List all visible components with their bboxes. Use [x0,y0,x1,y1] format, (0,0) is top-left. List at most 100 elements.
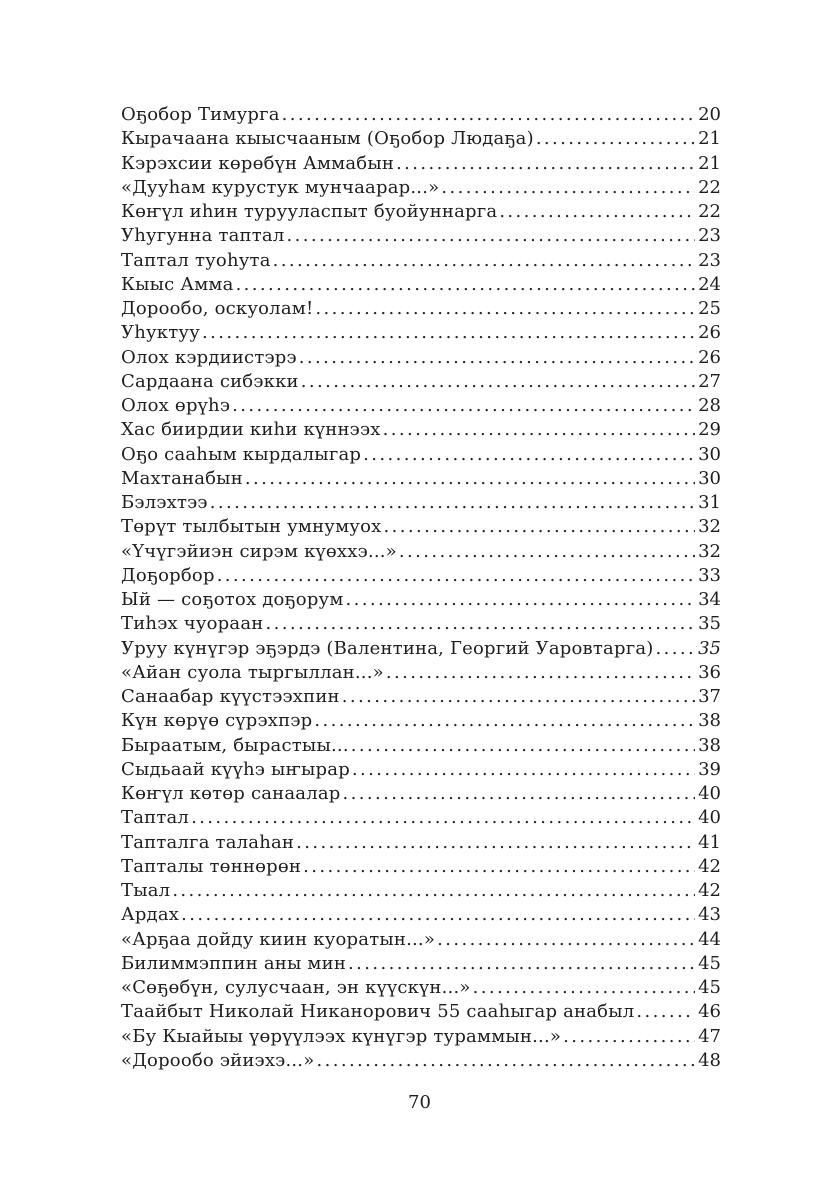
toc-entry: Көҥүл иһин турууласпыт буойуннарга 22 [121,200,721,224]
toc-entry-title: «Айан суола тыргыллан...» [121,661,384,683]
dot-leader [383,515,695,539]
dot-leader [441,176,695,200]
dot-leader [563,1025,695,1049]
page-number-footer: 70 [408,1092,431,1113]
toc-entry-title: Дорообо, оскуолам! [121,298,314,319]
toc-entry-title: Көҥүл иһин турууласпыт буойуннарга [121,201,498,222]
toc-entry-page: 47 [698,1025,721,1047]
dot-leader [396,152,695,176]
toc-entry: Санаабар күүстээхпин 37 [121,685,721,709]
toc-entry-title: Тиһэх чуораан [121,613,264,635]
toc-entry: Күн көрүө сүрэхпэр 38 [121,709,721,733]
dot-leader [245,467,695,491]
toc-entry-page: 21 [698,128,721,150]
toc-entry: Кыыс Амма 24 [121,273,721,297]
toc-entry-title: Уруу күнүгэр эҕэрдэ (Валентина, Георгий … [121,637,654,659]
toc-entry-title: Оҕобор Тимурга [121,104,280,125]
toc-entry: Көҥүл көтөр санаалар 40 [121,782,721,806]
dot-leader [273,249,695,273]
toc-entry-page: 23 [698,225,721,247]
toc-entry-title: Төрүт тылбытын умнумуох [121,516,382,538]
toc-entry-title: «Дорообо эйиэхэ...» [121,1049,315,1071]
toc-entry: Билиммэппин аны мин 45 [121,952,721,976]
toc-entry: Бэлэхтээ 31 [121,491,721,515]
dot-leader [342,685,695,709]
dot-leader [348,952,695,976]
toc-entry: Быраатым, бырастыы... 38 [121,734,721,758]
dot-leader [363,443,695,467]
toc-entry: Кэрэхсии көрөбүн Аммабын 21 [121,152,721,176]
toc-entry: «Дорообо эйиэхэ...» 48 [121,1049,721,1073]
toc-entry: «Сөҕөбүн, сулусчаан, эн күүскүн...» 45 [121,976,721,1000]
dot-leader [172,879,695,903]
dot-leader [473,976,695,1000]
toc-entry-page: 33 [698,564,721,586]
toc-entry-title: Хас биирдии киһи күннээх [121,419,381,441]
dot-leader [346,588,696,612]
dot-leader [282,103,695,127]
toc-entry-title: Оҕо сааһым кырдалыгар [121,443,362,465]
toc-entry: Махтанабын 30 [121,467,721,491]
toc-entry-page: 37 [698,686,721,707]
toc-entry-page: 23 [698,249,721,271]
dot-leader [314,709,695,733]
toc-entry: Тыал 42 [121,879,721,903]
dot-leader [351,734,695,758]
toc-entry-page: 24 [698,273,721,295]
toc-entry: Таптал туоһута 23 [121,249,721,273]
toc-entry-title: Сыдьаай күүһэ ыҥырар [121,758,350,780]
toc-entry-title: Таайбыт Николай Никанорович 55 сааһыгар … [121,1001,635,1023]
toc-entry-title: Кырачаана кыысчааным (Оҕобор Людаҕа) [121,128,534,150]
toc-entry: Таайбыт Николай Никанорович 55 сааһыгар … [121,1000,721,1024]
toc-entry-title: Махтанабын [121,467,243,489]
dot-leader [656,637,696,661]
dot-leader [236,273,696,297]
toc-entry-title: Санаабар күүстээхпин [121,686,340,707]
toc-entry-title: Сардаана сибэкки [121,370,299,392]
dot-leader [383,418,696,442]
dot-leader [316,1049,695,1073]
dot-leader [181,903,695,927]
toc-entry-page: 38 [698,734,721,756]
dot-leader [343,782,696,806]
toc-entry-title: «Арҕаа дойду киин куоратын...» [121,928,436,950]
toc-entry-page: 48 [698,1049,721,1071]
dot-leader [636,1000,695,1024]
dot-leader [286,224,695,248]
toc-entry: Дорообо, оскуолам! 25 [121,297,721,321]
toc-entry-page: 42 [698,855,721,877]
toc-entry-page: 46 [698,1001,721,1023]
dot-leader [301,370,695,394]
dot-leader [210,491,695,515]
toc-entry-title: Көҥүл көтөр санаалар [121,783,341,804]
toc-entry-title: Кэрэхсии көрөбүн Аммабын [121,152,395,174]
toc-entry-page: 43 [698,904,721,926]
toc-entry-page: 30 [698,467,721,489]
toc-entry-title: Олох өрүһэ [121,395,231,416]
toc-entry: Уһугунна таптал 23 [121,224,721,248]
toc-entry-title: «Сөҕөбүн, сулусчаан, эн күүскүн...» [121,977,471,998]
toc-entry: Сардаана сибэкки 27 [121,370,721,394]
toc-entry-title: Таптал туоһута [121,249,271,271]
toc-entry-title: Тапталга талаһан [121,831,295,853]
dot-leader [191,806,695,830]
toc-entry: Ардах 43 [121,903,721,927]
toc-entry-page: 29 [698,419,721,441]
dot-leader [265,612,695,636]
toc-entry-page: 32 [698,540,721,562]
toc-entry-page: 45 [698,952,721,974]
toc-entry: «Бу Кыайыы үөрүүлээх күнүгэр тураммын...… [121,1025,721,1049]
toc-entry-page: 22 [698,176,721,198]
toc-entry: «Үчүгэйиэн сирэм күөххэ...» 32 [121,540,721,564]
toc-entry: Олох өрүһэ 28 [121,394,721,418]
toc-entry-page: 22 [698,201,721,222]
toc-entry-page: 34 [698,589,721,610]
toc-entry-page: 36 [698,661,721,683]
toc-entry-title: Ардах [121,904,180,926]
toc-entry: «Арҕаа дойду киин куоратын...» 44 [121,928,721,952]
toc-entry: Таптал 40 [121,806,721,830]
dot-leader [352,758,695,782]
toc-entry: Тапталга талаһан 41 [121,831,721,855]
toc-entry: Хас биирдии киһи күннээх 29 [121,418,721,442]
